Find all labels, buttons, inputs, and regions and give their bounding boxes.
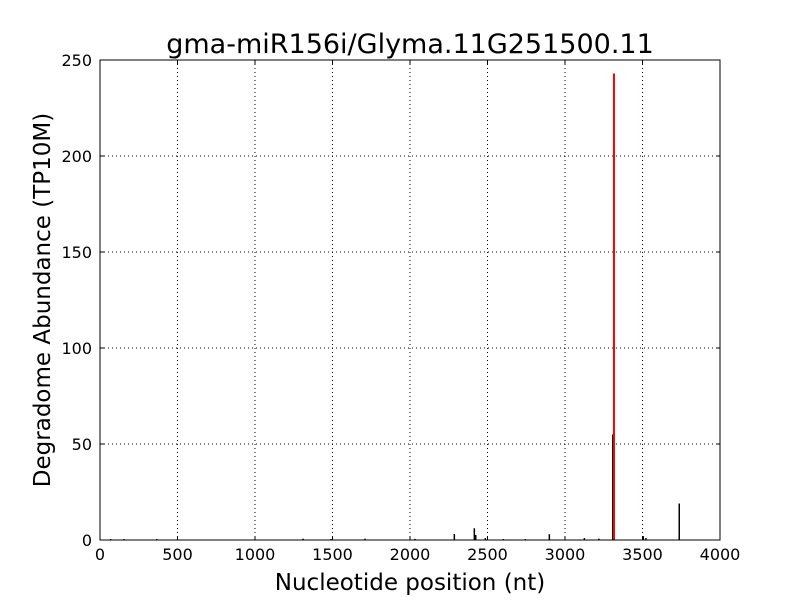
y-tick-label: 150 bbox=[61, 243, 92, 262]
y-tick-label: 0 bbox=[82, 531, 92, 550]
x-tick-label: 2000 bbox=[390, 545, 431, 564]
x-tick-label: 3500 bbox=[622, 545, 663, 564]
y-tick-label: 50 bbox=[72, 435, 92, 454]
x-tick-label: 500 bbox=[162, 545, 193, 564]
x-tick-label: 4000 bbox=[700, 545, 741, 564]
x-axis-label: Nucleotide position (nt) bbox=[275, 570, 545, 596]
chart-title: gma-miR156i/Glyma.11G251500.11 bbox=[166, 29, 654, 60]
grid bbox=[99, 59, 721, 541]
y-tick-label: 200 bbox=[61, 147, 92, 166]
x-tick-label: 2500 bbox=[467, 545, 508, 564]
x-tick-label: 1500 bbox=[312, 545, 353, 564]
y-tick-label: 100 bbox=[61, 339, 92, 358]
ticks: 0 500 1000 1500 2000 2500 3000 3500 4000 0 50 100 15… bbox=[61, 51, 740, 564]
x-tick-label: 1000 bbox=[235, 545, 276, 564]
x-tick-label: 3000 bbox=[545, 545, 586, 564]
x-tick-label: 0 bbox=[95, 545, 105, 564]
y-axis-label: Degradome Abundance (TP10M) bbox=[30, 113, 56, 487]
bars bbox=[109, 73, 680, 540]
y-tick-label: 250 bbox=[61, 51, 92, 70]
